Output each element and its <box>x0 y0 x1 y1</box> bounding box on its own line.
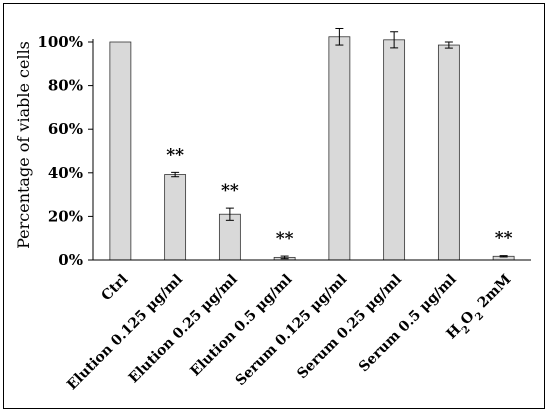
significance-marker: ** <box>495 229 513 249</box>
y-axis-label: Percentage of viable cells <box>14 41 33 249</box>
bar <box>383 39 406 261</box>
y-tick-label: 100% <box>37 33 83 51</box>
y-tick-label: 80% <box>48 77 83 95</box>
chart-frame: Percentage of viable cells 0% 20% 40% 60% 80… <box>3 3 545 409</box>
category-label: Serum 0.125 μg/ml <box>233 272 351 390</box>
bars: ** ** ** ** <box>109 27 515 261</box>
bar <box>164 174 187 261</box>
y-axis: 0% 20% 40% 60% 80% 100% <box>37 33 94 269</box>
category-label: Serum 0.5 μg/ml <box>356 272 460 376</box>
significance-marker: ** <box>221 181 239 201</box>
bar <box>218 213 241 261</box>
category-label: Serum 0.25 μg/ml <box>294 272 405 383</box>
bar-chart: Percentage of viable cells 0% 20% 40% 60% 80… <box>14 27 531 393</box>
y-tick-label: 0% <box>58 251 83 269</box>
category-label: Elution 0.25 μg/ml <box>126 272 241 387</box>
bar <box>328 36 351 261</box>
category-label: Ctrl <box>98 272 131 305</box>
category-label: Elution 0.5 μg/ml <box>187 272 295 380</box>
y-tick-label: 40% <box>48 164 83 182</box>
bar <box>437 44 460 261</box>
bar <box>109 41 132 261</box>
significance-marker: ** <box>276 229 294 249</box>
significance-marker: ** <box>166 145 184 165</box>
y-tick-label: 60% <box>48 120 83 138</box>
y-tick-label: 20% <box>48 207 83 225</box>
